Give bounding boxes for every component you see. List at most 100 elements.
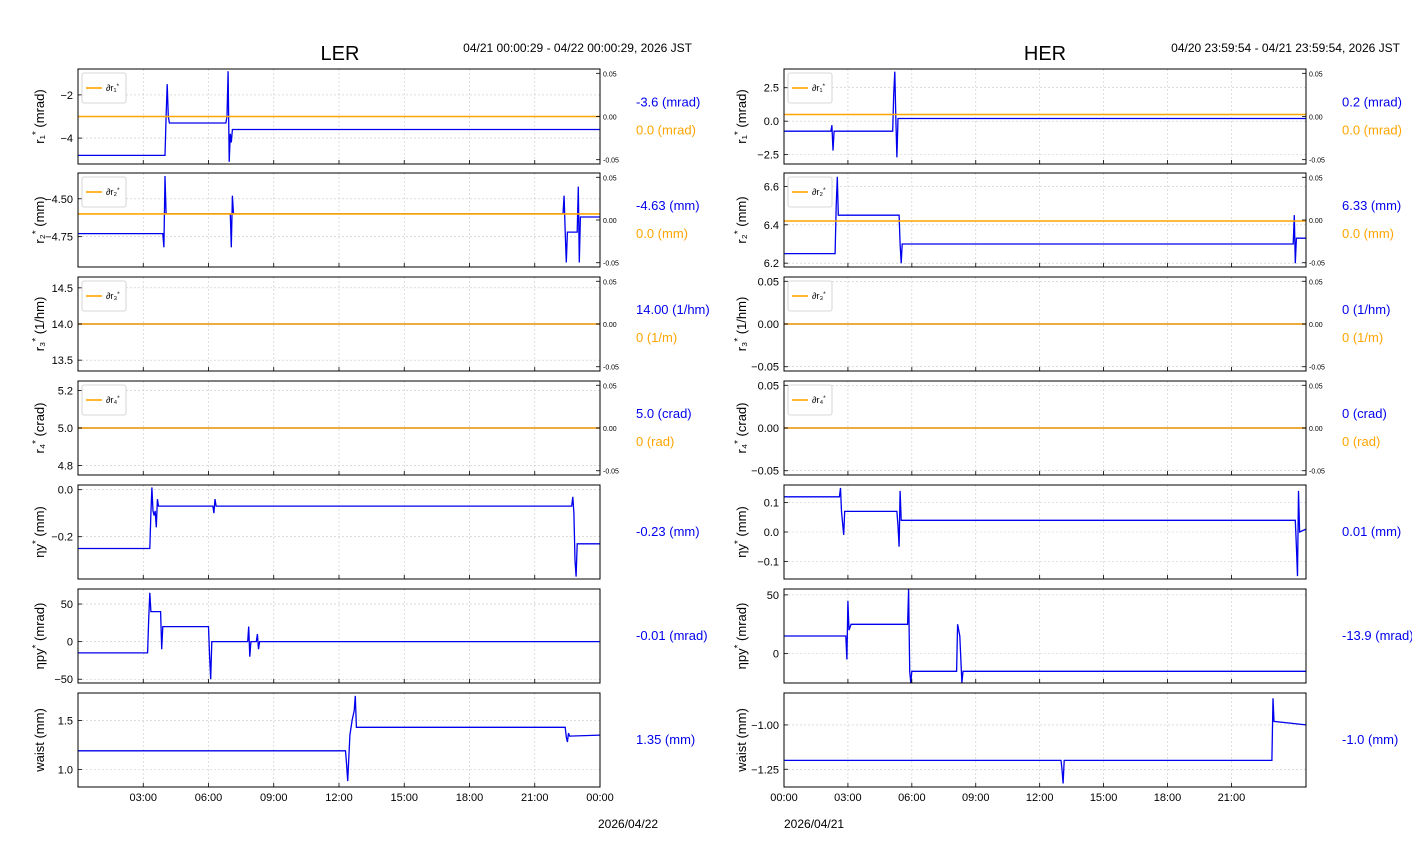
y-tick-label: 0: [67, 637, 73, 649]
right-y-tick-label: 0.00: [603, 322, 617, 329]
superscript-star: *: [733, 540, 744, 544]
panel-3: 14.5 14.0 13.5 0.05 0.00 -0.05 r₃* (1/hm) ∂r₃* 1…: [31, 276, 710, 372]
right-y-tick-label: 0.00: [1309, 218, 1323, 225]
right-y-tick-label: -0.05: [603, 365, 619, 372]
right-y-tick-label: -0.05: [1309, 365, 1325, 372]
y-tick-label: 5.0: [58, 423, 73, 435]
panel-7: 1.5 1.0 03:00 06:00 09:00 12:00 15:00 18:00 21:0…: [32, 692, 695, 804]
legend-box: [81, 72, 127, 104]
y-tick-label: −4.75: [45, 232, 73, 244]
x-tick-label: 06:00: [195, 792, 223, 804]
legend-box: [81, 280, 127, 312]
y-axis-label: r₃* (1/hm): [733, 297, 750, 352]
chart-title: HER: [1024, 43, 1066, 65]
y-tick-label: −0.1: [757, 556, 779, 568]
superscript-star: *: [733, 230, 744, 234]
legend-box: [81, 384, 127, 416]
right-y-tick-label: -0.05: [1309, 261, 1325, 268]
measured-series-line: [784, 588, 1306, 684]
target-readout: 0.0 (mm): [636, 226, 688, 241]
legend: ∂r₁*: [81, 72, 127, 104]
right-y-tick-label: 0.05: [1309, 175, 1323, 182]
value-readout: -13.9 (mrad): [1342, 628, 1412, 643]
measured-series-line: [78, 695, 601, 782]
time-range: 04/21 00:00:29 - 04/22 00:00:29, 2026 JS…: [463, 41, 693, 55]
value-readout: 5.0 (crad): [636, 406, 692, 421]
right-y-tick-label: 0.05: [603, 175, 617, 182]
superscript-star: *: [823, 187, 826, 194]
measured-series-line: [784, 698, 1307, 784]
x-tick-label: 12:00: [1026, 792, 1054, 804]
value-readout: 0 (crad): [1342, 406, 1387, 421]
y-axis-label: ηy* (mm): [733, 506, 750, 557]
value-readout: -3.6 (mrad): [636, 95, 700, 110]
y-tick-label: 14.5: [52, 283, 73, 295]
legend-label: ∂r₃*: [812, 291, 826, 302]
target-readout: 0.0 (mm): [1342, 226, 1394, 241]
x-tick-label: 09:00: [260, 792, 288, 804]
right-y-tick-label: 0.00: [1309, 322, 1323, 329]
legend: ∂r₄*: [787, 384, 833, 416]
y-tick-label: 0.00: [758, 423, 779, 435]
target-readout: 0 (1/m): [1342, 330, 1383, 345]
superscript-star: *: [31, 338, 42, 342]
y-axis-label: r₂* (mm): [733, 196, 750, 243]
right-y-tick-label: 0.05: [603, 383, 617, 390]
panel-3: 0.05 0.00 −0.05 0.05 0.00 -0.05 r₃* (1/hm) ∂r₃*…: [733, 276, 1391, 373]
panel-2: 6.6 6.4 6.2 0.05 0.00 -0.05 r₂* (mm) ∂r₂* 6.33 (…: [733, 172, 1401, 270]
right-y-tick-label: 0.05: [603, 71, 617, 78]
right-y-tick-label: -0.05: [603, 158, 619, 165]
y-tick-label: 4.8: [58, 461, 73, 473]
y-tick-label: −4.50: [45, 194, 73, 206]
legend-box: [787, 72, 833, 104]
x-tick-label: 15:00: [390, 792, 418, 804]
target-readout: 0.0 (mrad): [636, 123, 696, 138]
y-axis-label: ηpy* (mrad): [733, 603, 750, 670]
legend-label: ∂r₂*: [812, 187, 826, 198]
superscript-star: *: [31, 440, 42, 444]
superscript-star: *: [117, 395, 120, 402]
legend-box: [81, 176, 127, 208]
y-tick-label: 0.05: [758, 380, 779, 392]
x-tick-label: 12:00: [325, 792, 353, 804]
y-tick-label: 0.0: [764, 527, 779, 539]
y-axis-label: r₄* (crad): [31, 403, 48, 454]
y-tick-label: −2: [60, 90, 73, 102]
legend-label: ∂r₁*: [106, 83, 119, 94]
value-readout: 6.33 (mm): [1342, 198, 1401, 213]
legend: ∂r₁*: [787, 72, 833, 104]
y-tick-label: −50: [54, 674, 73, 686]
panel-5: 0.1 0.0 −0.1 ηy* (mm) 0.01 (mm): [733, 484, 1401, 580]
date-label: 2026/04/21: [784, 817, 844, 831]
y-axis-label: ηy* (mm): [31, 506, 48, 557]
y-tick-label: −0.05: [751, 466, 779, 478]
measured-series-line: [78, 487, 600, 577]
superscript-star: *: [733, 440, 744, 444]
legend: ∂r₂*: [787, 176, 833, 208]
y-tick-label: 0: [773, 649, 779, 661]
date-label: 2026/04/22: [598, 817, 658, 831]
legend-label: ∂r₂*: [106, 187, 120, 198]
plot-frame: [783, 172, 1307, 268]
value-readout: 0 (1/hm): [1342, 302, 1390, 317]
y-tick-label: −0.05: [751, 362, 779, 374]
panel-4: 5.2 5.0 4.8 0.05 0.00 -0.05 r₄* (crad) ∂r₄* 5.0 …: [31, 380, 692, 476]
plot-frame: [77, 588, 601, 684]
x-tick-label: 21:00: [521, 792, 549, 804]
legend-label: ∂r₄*: [812, 395, 826, 406]
target-readout: 0 (rad): [1342, 434, 1380, 449]
measured-series-line: [784, 176, 1306, 264]
y-axis-label: r₄* (crad): [733, 403, 750, 454]
y-tick-label: 2.5: [764, 83, 779, 95]
plot-frame: [783, 692, 1307, 788]
panel-6: 50 0 −50 ηpy* (mrad) -0.01 (mrad): [31, 588, 708, 686]
superscript-star: *: [31, 644, 42, 648]
legend-box: [787, 176, 833, 208]
value-readout: -1.0 (mm): [1342, 732, 1398, 747]
y-tick-label: 50: [767, 590, 779, 602]
legend-label: ∂r₃*: [106, 291, 120, 302]
y-axis-label: r₁* (mrad): [31, 89, 48, 143]
plot-frame: [77, 484, 601, 580]
y-tick-label: 0.05: [758, 276, 779, 288]
y-tick-label: 1.0: [58, 764, 73, 776]
